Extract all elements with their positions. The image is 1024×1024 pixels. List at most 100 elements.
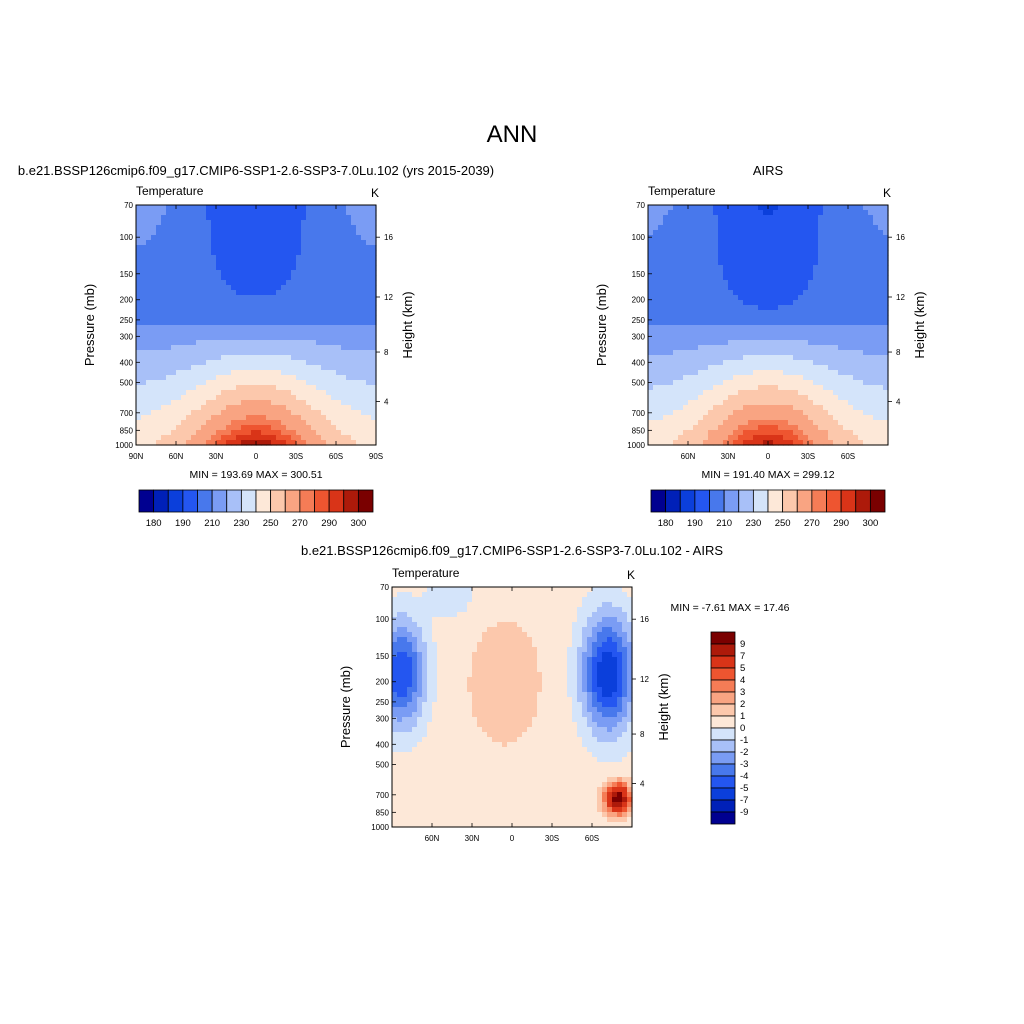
field-cell (718, 290, 724, 296)
field-cell (848, 410, 854, 416)
field-cell (301, 295, 307, 301)
field-cell (341, 440, 347, 446)
field-cell (246, 400, 252, 406)
field-cell (663, 390, 669, 396)
height-tick-label: 8 (384, 348, 389, 357)
field-cell (161, 385, 167, 391)
field-cell (813, 310, 819, 316)
colorbar-label: 190 (687, 518, 703, 529)
field-cell (156, 380, 162, 386)
field-cell (321, 360, 327, 366)
field-cell (356, 255, 362, 261)
field-cell (788, 270, 794, 276)
field-cell (673, 220, 679, 226)
field-cell (843, 260, 849, 266)
field-cell (161, 205, 167, 211)
field-cell (271, 320, 277, 326)
field-cell (768, 270, 774, 276)
field-cell (853, 345, 859, 351)
field-cell (141, 365, 147, 371)
field-cell (793, 305, 799, 311)
field-cell (858, 385, 864, 391)
field-cell (231, 415, 237, 421)
field-cell (331, 415, 337, 421)
field-cell (698, 205, 704, 211)
field-cell (658, 265, 664, 271)
field-cell (221, 285, 227, 291)
field-cell (838, 390, 844, 396)
field-cell (487, 602, 493, 608)
field-cell (843, 385, 849, 391)
field-cell (698, 325, 704, 331)
field-cell (266, 440, 272, 446)
field-cell (136, 285, 142, 291)
field-cell (848, 280, 854, 286)
field-cell (156, 335, 162, 341)
field-cell (648, 330, 654, 336)
field-cell (883, 325, 889, 331)
field-cell (783, 330, 789, 336)
field-cell (743, 270, 749, 276)
field-cell (673, 350, 679, 356)
field-cell (698, 295, 704, 301)
field-cell (306, 255, 312, 261)
field-cell (301, 380, 307, 386)
field-cell (688, 270, 694, 276)
field-shading (392, 587, 633, 828)
field-cell (723, 290, 729, 296)
field-cell (668, 400, 674, 406)
field-cell (713, 340, 719, 346)
field-cell (833, 410, 839, 416)
field-cell (311, 290, 317, 296)
field-cell (863, 410, 869, 416)
field-cell (286, 290, 292, 296)
field-cell (848, 350, 854, 356)
field-cell (653, 375, 659, 381)
field-cell (758, 440, 764, 446)
field-cell (296, 345, 302, 351)
field-cell (341, 375, 347, 381)
page-title: ANN (487, 121, 538, 148)
field-cell (186, 360, 192, 366)
field-cell (326, 210, 332, 216)
field-cell (733, 270, 739, 276)
field-cell (803, 260, 809, 266)
field-cell (321, 245, 327, 251)
field-cell (703, 240, 709, 246)
field-cell (758, 395, 764, 401)
field-cell (176, 250, 182, 256)
field-cell (281, 425, 287, 431)
colorbar-label: 190 (175, 518, 191, 529)
field-cell (813, 430, 819, 436)
field-cell (246, 375, 252, 381)
field-cell (191, 400, 197, 406)
field-cell (833, 230, 839, 236)
field-cell (296, 370, 302, 376)
field-cell (753, 350, 759, 356)
field-cell (758, 405, 764, 411)
field-cell (196, 280, 202, 286)
field-cell (171, 305, 177, 311)
field-cell (663, 215, 669, 221)
field-cell (176, 225, 182, 231)
field-cell (281, 405, 287, 411)
field-cell (241, 365, 247, 371)
field-cell (688, 265, 694, 271)
field-cell (291, 335, 297, 341)
field-cell (542, 602, 548, 608)
field-cell (883, 240, 889, 246)
field-cell (813, 320, 819, 326)
field-cell (141, 405, 147, 411)
field-cell (151, 435, 157, 441)
field-cell (683, 290, 689, 296)
field-cell (256, 430, 262, 436)
field-cell (156, 260, 162, 266)
field-cell (713, 235, 719, 241)
field-cell (206, 320, 212, 326)
field-cell (241, 305, 247, 311)
field-cell (196, 440, 202, 446)
field-cell (803, 280, 809, 286)
field-cell (818, 235, 824, 241)
field-cell (477, 607, 483, 613)
field-cell (331, 345, 337, 351)
